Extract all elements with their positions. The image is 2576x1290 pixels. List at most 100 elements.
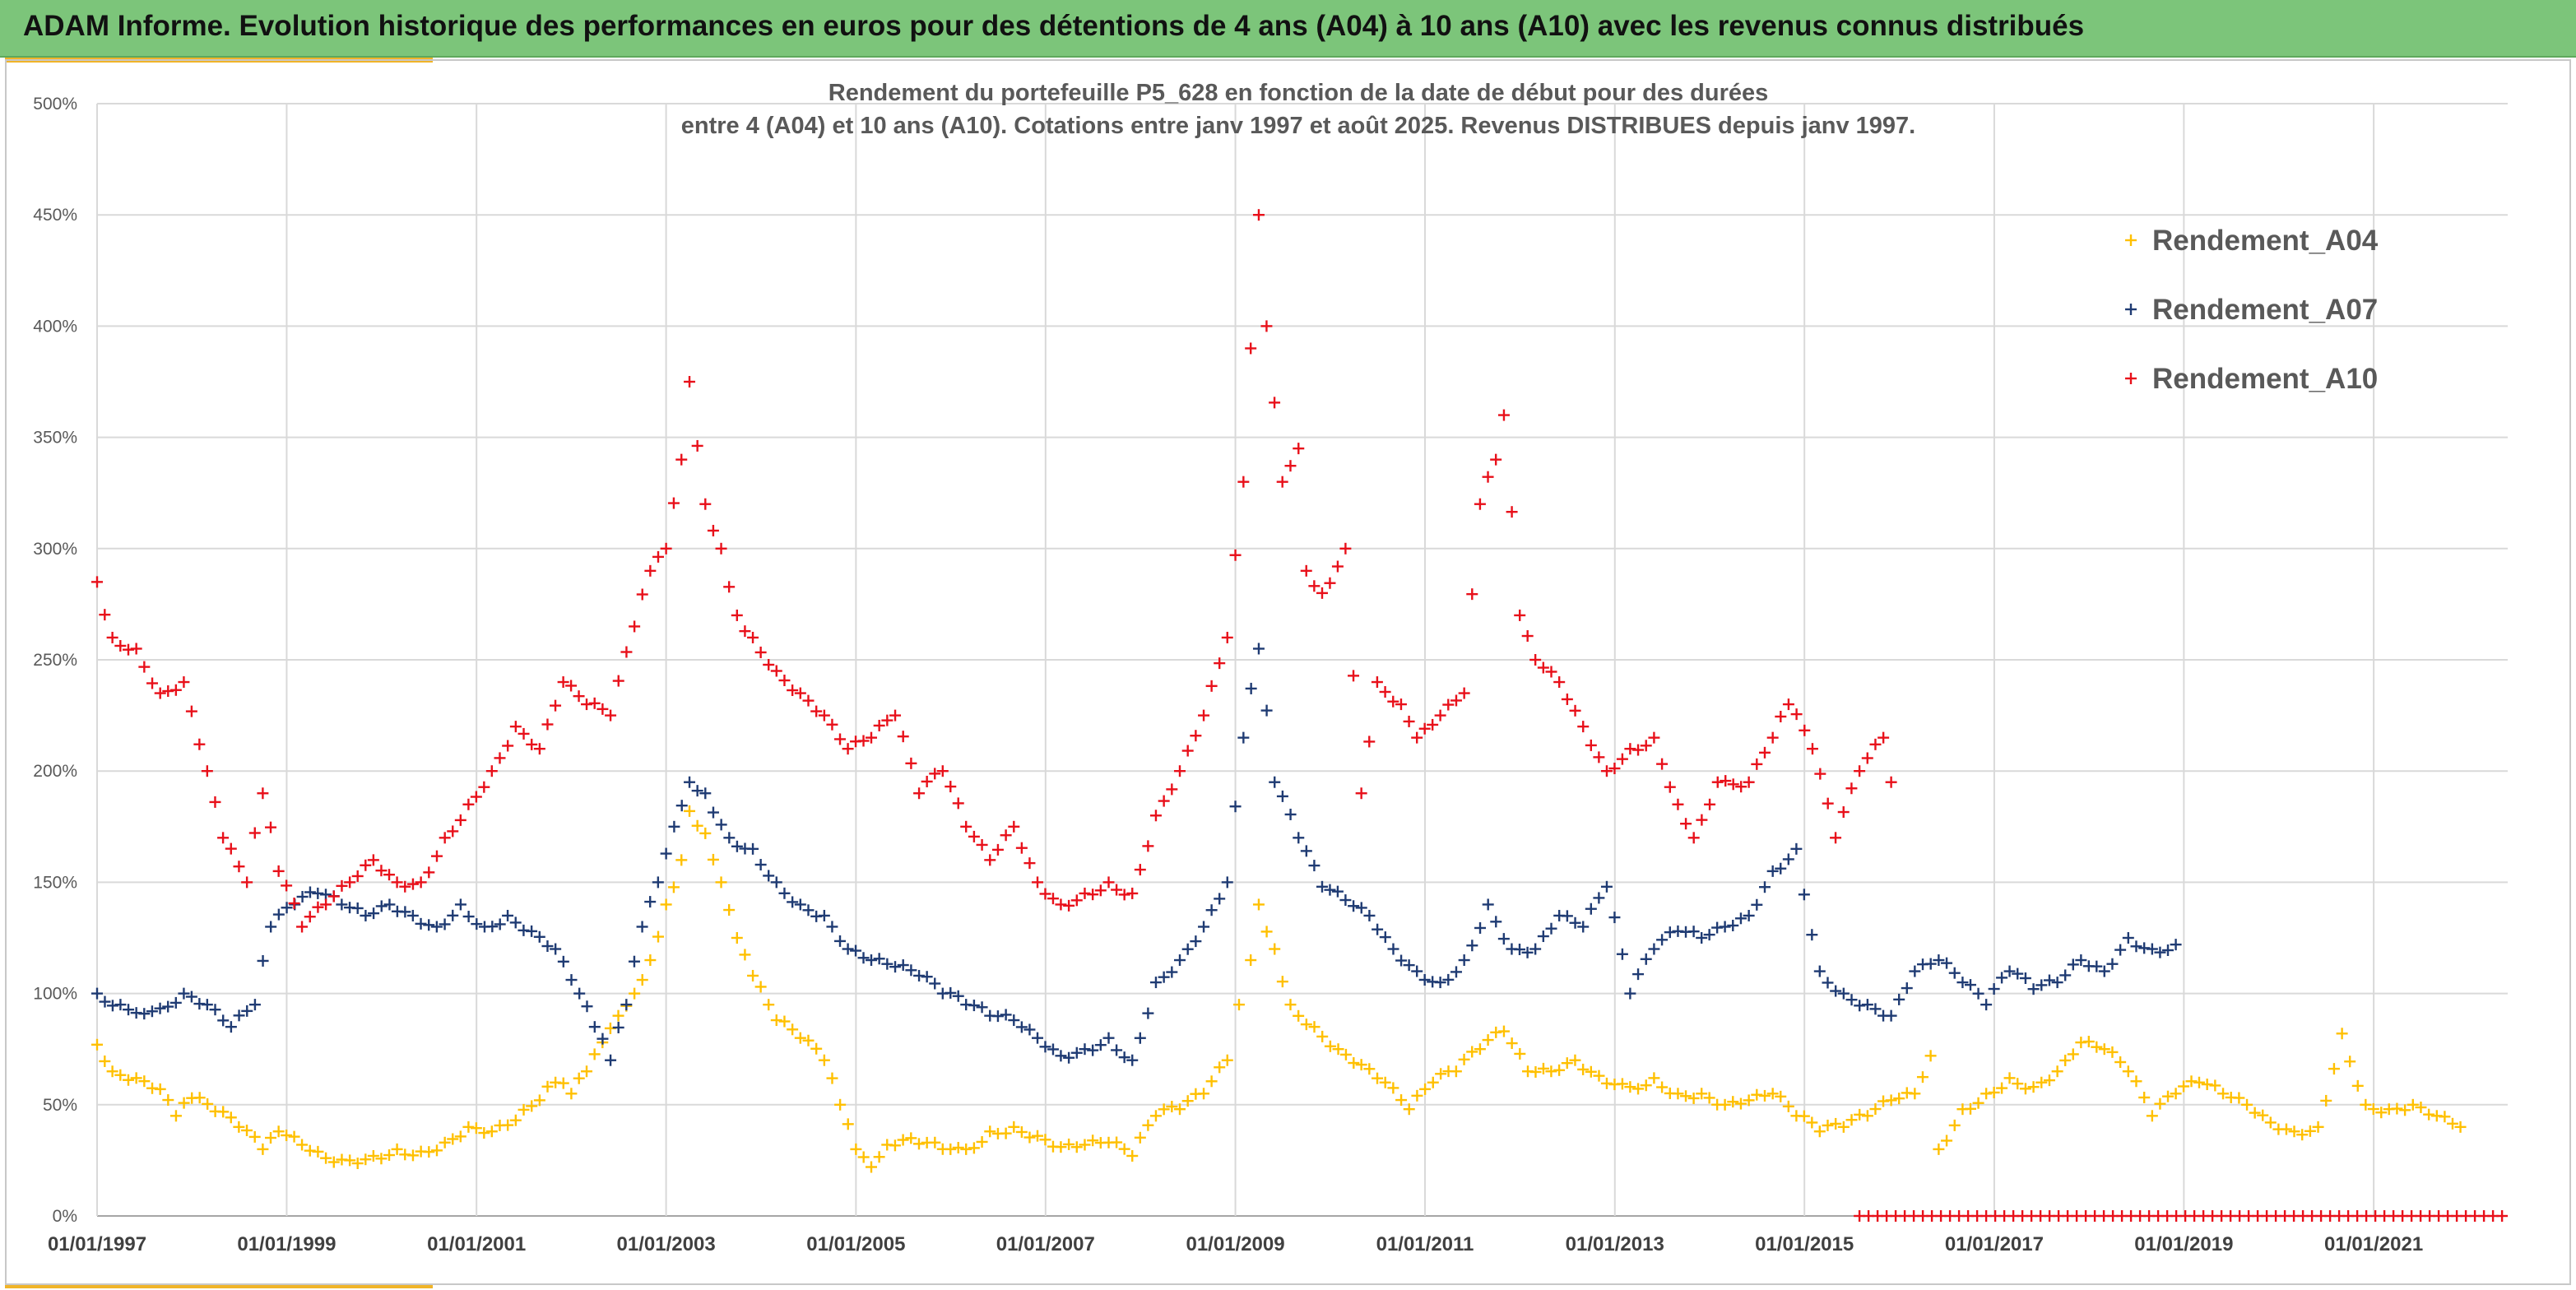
data-point: [778, 1015, 791, 1028]
data-point: [1822, 797, 1834, 810]
data-point: [312, 901, 324, 913]
data-point: [1696, 1088, 1708, 1100]
chart-title-line-2: entre 4 (A04) et 10 ans (A10). Cotations…: [681, 113, 1915, 139]
data-point: [217, 1106, 230, 1118]
data-point: [1047, 893, 1059, 905]
x-tick-label: 01/01/2011: [1376, 1233, 1474, 1255]
data-point: [1458, 954, 1470, 967]
data-point: [715, 819, 727, 831]
data-point: [454, 814, 466, 826]
x-tick-label: 01/01/2015: [1755, 1233, 1854, 1255]
data-point: [1537, 1062, 1549, 1074]
data-point: [1229, 549, 1242, 561]
data-point: [502, 1119, 514, 1131]
data-point: [1102, 1032, 1115, 1044]
data-point: [1561, 1057, 1573, 1070]
data-point: [1656, 934, 1669, 946]
data-point: [1015, 842, 1028, 854]
data-point: [1703, 929, 1715, 941]
data-point: [1616, 753, 1628, 765]
data-point: [526, 1100, 538, 1112]
data-point: [2439, 1111, 2451, 1123]
data-point: [1245, 342, 1257, 355]
data-point: [2178, 1080, 2190, 1093]
data-point: [557, 1077, 569, 1089]
data-point: [802, 904, 815, 916]
data-point: [1948, 967, 1961, 979]
chart-grid: [96, 103, 2508, 1217]
data-point: [509, 916, 522, 929]
data-point: [889, 961, 902, 973]
data-point: [296, 1139, 309, 1151]
data-point: [984, 1125, 996, 1138]
data-point: [1339, 1048, 1352, 1060]
data-point: [1837, 806, 1850, 819]
report-banner-title: ADAM Informe. Evolution historique des p…: [23, 10, 2085, 42]
legend-marker: [2125, 234, 2137, 246]
data-point: [660, 847, 672, 860]
data-point: [1308, 1021, 1320, 1033]
data-point: [565, 1088, 578, 1100]
data-point: [2114, 944, 2127, 956]
data-point: [1079, 887, 1091, 899]
data-point: [976, 1001, 988, 1014]
data-point: [1861, 1110, 1873, 1122]
data-point: [193, 738, 206, 750]
data-point: [675, 453, 688, 466]
data-point: [747, 842, 759, 855]
data-point: [1585, 903, 1597, 915]
data-point: [723, 832, 736, 844]
data-point: [1032, 876, 1044, 889]
data-point: [518, 727, 530, 740]
data-point: [731, 932, 743, 944]
data-point: [1735, 781, 1748, 793]
data-point: [304, 911, 316, 923]
data-point: [2146, 943, 2158, 955]
data-point: [1521, 946, 1534, 958]
data-point: [1490, 916, 1502, 928]
data-point: [281, 1129, 293, 1141]
data-point: [2075, 954, 2087, 967]
data-point: [1324, 884, 1336, 896]
data-point: [1094, 1039, 1107, 1051]
data-point: [2154, 1097, 2166, 1110]
data-point: [1664, 926, 1676, 939]
data-point: [265, 1132, 277, 1144]
data-point: [620, 646, 633, 658]
data-point: [873, 719, 885, 731]
data-point: [447, 825, 459, 838]
data-point: [794, 1032, 806, 1044]
data-point: [905, 1132, 917, 1144]
legend-label: Rendement_A07: [2152, 294, 2378, 326]
data-point: [723, 581, 736, 593]
data-point: [1308, 860, 1320, 872]
data-point: [502, 740, 514, 752]
data-point: [2351, 1079, 2364, 1092]
data-point: [787, 896, 799, 908]
data-point: [1529, 1065, 1542, 1078]
data-point: [1751, 898, 1763, 911]
data-point: [620, 999, 633, 1011]
data-point: [1245, 682, 1257, 694]
data-point: [304, 1144, 316, 1157]
data-point: [834, 1098, 847, 1111]
data-point: [447, 909, 459, 921]
data-point: [912, 1138, 925, 1150]
data-point: [707, 806, 719, 819]
data-point: [1269, 397, 1281, 409]
data-point: [2296, 1129, 2309, 1141]
data-point: [1885, 776, 1897, 788]
data-point: [233, 1009, 245, 1022]
data-point: [288, 1130, 300, 1143]
data-point: [984, 854, 996, 866]
chart-title-line-1: Rendement du portefeuille P5_628 en fonc…: [828, 80, 1769, 106]
data-point: [1190, 935, 1202, 948]
data-point: [1293, 832, 1305, 844]
data-point: [1293, 443, 1305, 455]
data-point: [1190, 730, 1202, 742]
data-point: [360, 1153, 372, 1166]
data-point: [2288, 1125, 2300, 1138]
data-point: [1063, 1051, 1075, 1064]
data-point: [248, 827, 261, 839]
data-point: [1798, 889, 1810, 901]
